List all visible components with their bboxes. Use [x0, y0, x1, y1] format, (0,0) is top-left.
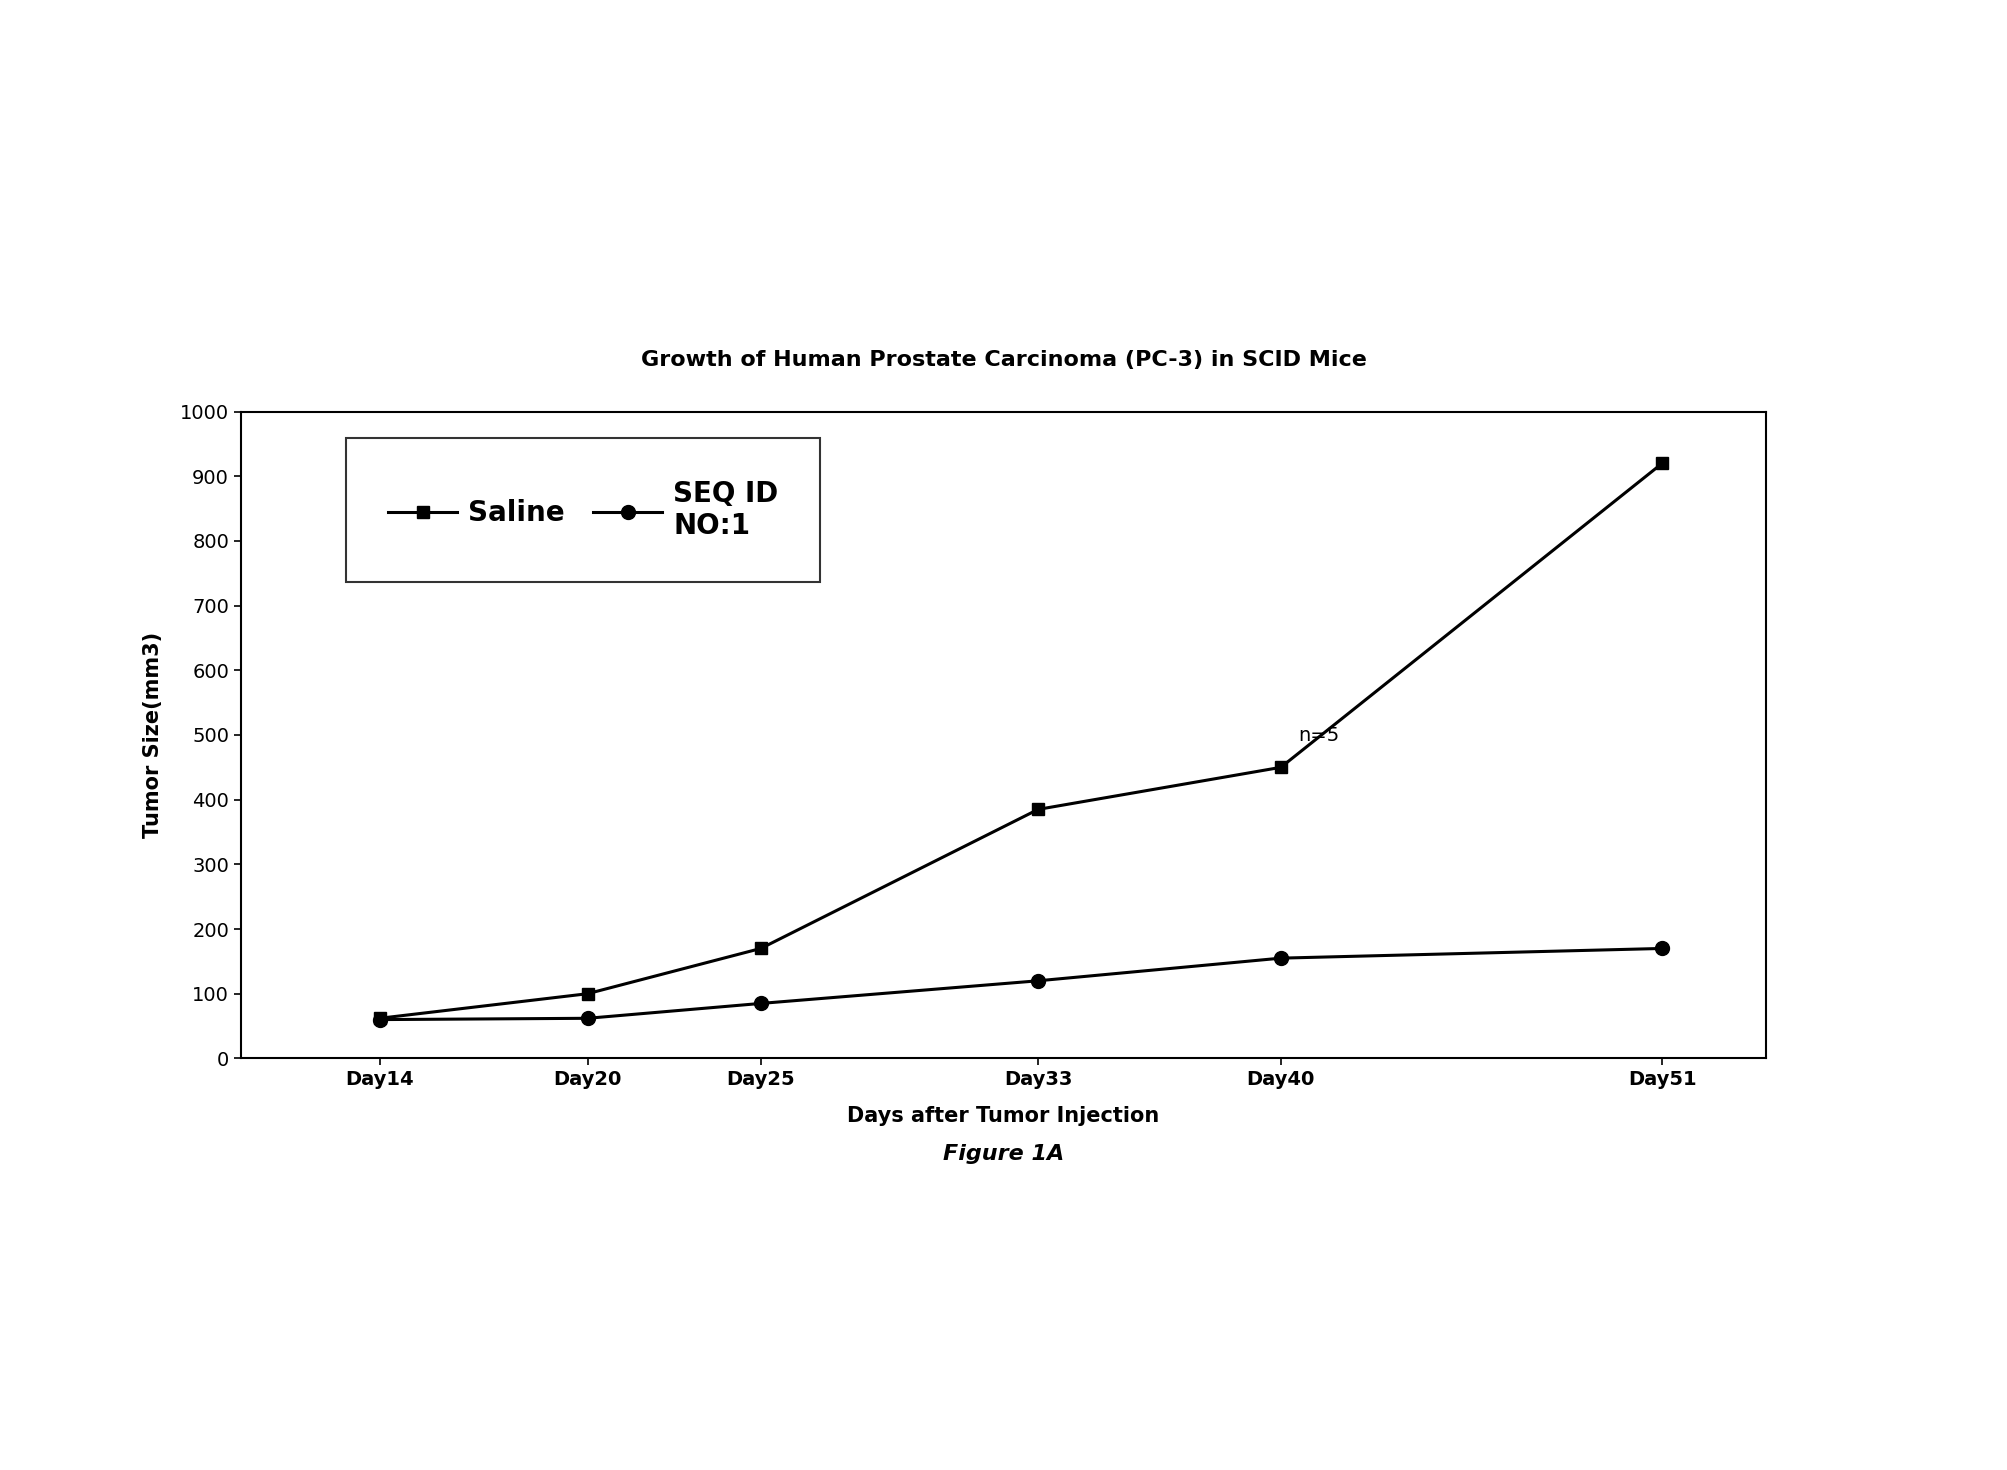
Text: Growth of Human Prostate Carcinoma (PC-3) in SCID Mice: Growth of Human Prostate Carcinoma (PC-3…	[640, 350, 1367, 370]
Text: Figure 1A: Figure 1A	[943, 1144, 1064, 1164]
Saline	[1650, 454, 1674, 472]
Legend: Saline, SEQ ID
NO:1: Saline, SEQ ID NO:1	[347, 438, 821, 582]
SEQ ID
NO:1	[1026, 972, 1050, 989]
SEQ ID
NO:1	[1268, 950, 1293, 967]
Saline	[576, 985, 600, 1003]
Saline	[1026, 801, 1050, 819]
Saline	[749, 939, 773, 957]
SEQ ID
NO:1	[749, 995, 773, 1013]
Saline	[367, 1010, 391, 1028]
SEQ ID
NO:1	[367, 1011, 391, 1029]
Line: Saline: Saline	[373, 457, 1668, 1025]
Line: SEQ ID
NO:1: SEQ ID NO:1	[373, 941, 1670, 1026]
Text: n=5: n=5	[1299, 726, 1339, 745]
SEQ ID
NO:1	[576, 1010, 600, 1028]
SEQ ID
NO:1	[1650, 939, 1674, 957]
Y-axis label: Tumor Size(mm3): Tumor Size(mm3)	[142, 632, 163, 838]
X-axis label: Days after Tumor Injection: Days after Tumor Injection	[847, 1105, 1160, 1126]
Saline	[1268, 759, 1293, 776]
